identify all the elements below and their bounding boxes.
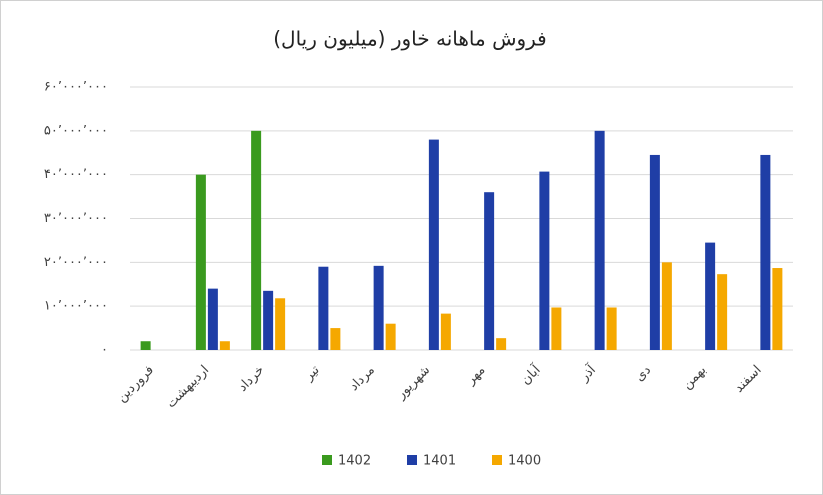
bar <box>772 268 783 350</box>
bar <box>594 130 605 350</box>
bar <box>385 323 396 350</box>
bar <box>539 171 550 350</box>
y-tick-label: ۱۰٬۰۰۰٬۰۰۰ <box>44 299 108 314</box>
y-tick-label: ۶۰٬۰۰۰٬۰۰۰ <box>44 80 108 95</box>
bar <box>661 262 672 350</box>
bar <box>606 307 617 350</box>
bar <box>705 242 716 350</box>
legend-swatch <box>492 455 502 465</box>
bar <box>484 192 495 350</box>
bar <box>207 288 218 350</box>
chart-title: فروش ماهانه خاور (میلیون ریال) <box>273 27 547 51</box>
legend-label: 1401 <box>423 454 456 469</box>
legend-swatch <box>322 455 332 465</box>
legend-label: 1402 <box>338 454 371 469</box>
y-tick-label: ۰ <box>101 343 108 358</box>
y-tick-label: ۵۰٬۰۰۰٬۰۰۰ <box>44 123 108 138</box>
bar <box>263 290 274 350</box>
bar <box>219 341 230 350</box>
y-tick-label: ۲۰٬۰۰۰٬۰۰۰ <box>44 255 108 270</box>
bar <box>717 274 728 350</box>
bar <box>428 139 439 350</box>
legend-label: 1400 <box>508 454 541 469</box>
bar <box>140 341 151 350</box>
bar <box>318 266 329 350</box>
bar <box>330 328 341 350</box>
legend-swatch <box>407 455 417 465</box>
bar <box>649 154 660 350</box>
y-tick-label: ۳۰٬۰۰۰٬۰۰۰ <box>44 211 108 226</box>
bar <box>760 154 771 350</box>
bar <box>251 130 262 350</box>
y-tick-label: ۴۰٬۰۰۰٬۰۰۰ <box>44 167 108 182</box>
bar <box>275 298 286 350</box>
bar <box>440 313 451 350</box>
bar <box>551 307 562 350</box>
bar <box>195 174 206 350</box>
bar <box>373 265 384 350</box>
bar <box>496 338 507 350</box>
